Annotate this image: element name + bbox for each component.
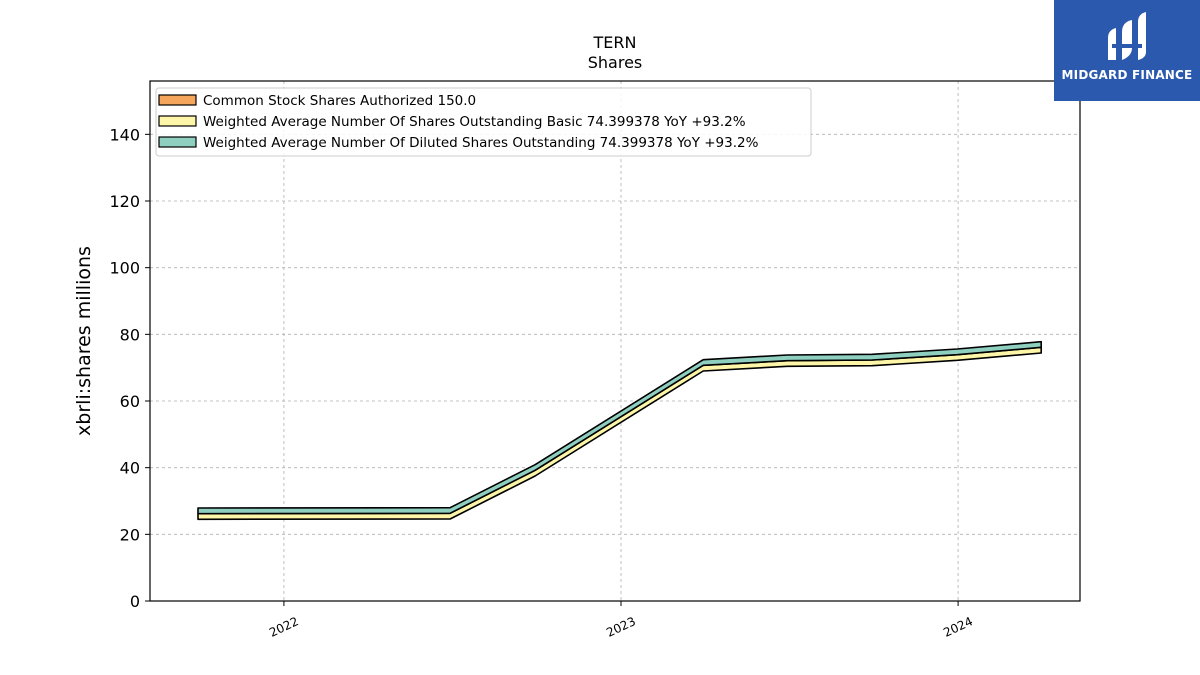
y-axis: 0 20 40 60 80 100 120 140 <box>109 125 150 611</box>
y-tick-label: 60 <box>120 392 140 411</box>
series-layer <box>197 340 1042 521</box>
legend-entry: Weighted Average Number Of Diluted Share… <box>203 135 759 151</box>
y-axis-label: xbrli:shares millions <box>73 246 95 436</box>
logo-text: MIDGARD FINANCE <box>1061 68 1193 82</box>
x-axis: 2022 2023 2024 <box>267 601 975 640</box>
legend-swatch <box>158 115 197 127</box>
y-tick-label: 80 <box>120 325 140 344</box>
x-tick-label: 2024 <box>941 614 975 640</box>
legend-swatch <box>158 136 197 148</box>
logo-mark-icon <box>1108 12 1146 60</box>
chart-subtitle: Shares <box>588 53 643 72</box>
grid <box>150 81 1080 601</box>
y-tick-label: 140 <box>109 125 140 144</box>
series-band <box>197 340 1042 515</box>
midgard-finance-logo: MIDGARD FINANCE <box>1054 0 1200 101</box>
legend-swatch <box>158 94 197 106</box>
legend-entry: Weighted Average Number Of Shares Outsta… <box>203 114 746 130</box>
x-tick-label: 2023 <box>604 614 638 640</box>
legend: Common Stock Shares Authorized 150.0 Weig… <box>155 87 812 157</box>
plot-frame <box>149 80 1081 602</box>
y-tick-label: 120 <box>109 192 140 211</box>
x-tick-label: 2022 <box>267 614 301 640</box>
legend-box <box>155 87 812 157</box>
y-tick-label: 20 <box>120 525 140 544</box>
y-tick-label: 0 <box>130 592 140 611</box>
y-tick-label: 40 <box>120 459 140 478</box>
y-tick-label: 100 <box>109 259 140 278</box>
series-band <box>197 346 1042 521</box>
chart-title: TERN <box>593 33 637 52</box>
legend-entry: Common Stock Shares Authorized 150.0 <box>203 93 476 109</box>
